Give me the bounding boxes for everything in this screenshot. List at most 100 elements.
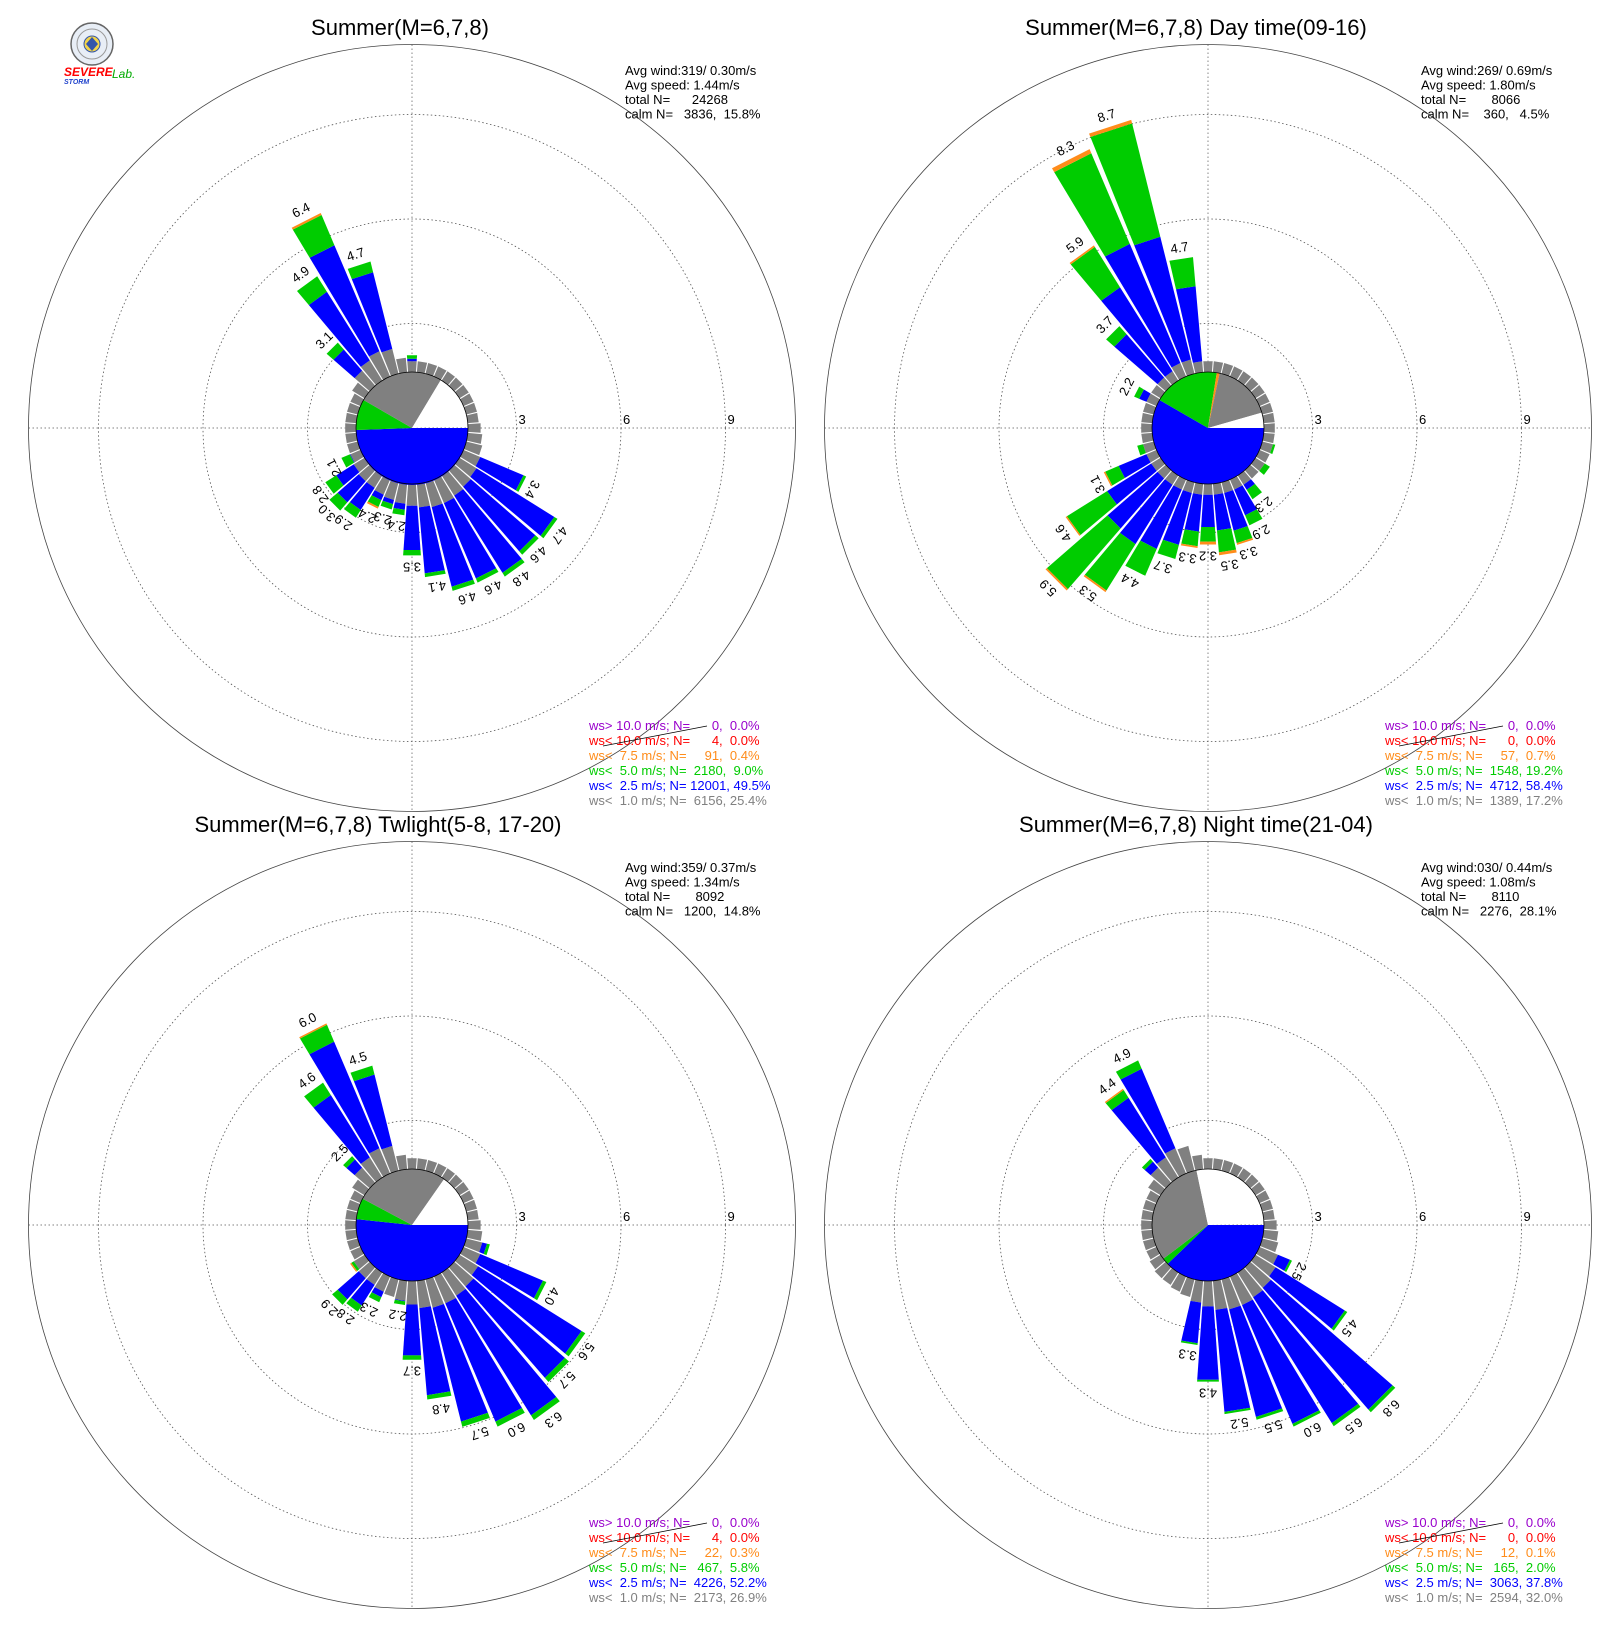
bar-segment-lt1 <box>1143 402 1157 415</box>
bar-segment-lt25 <box>1162 490 1192 545</box>
bar-segment-lt25 <box>1262 1279 1393 1410</box>
bar-segment-lt1 <box>384 1276 399 1297</box>
bar-segment-lt1 <box>1229 1273 1253 1306</box>
bar-segment-lt25 <box>443 497 497 579</box>
bar-segment-lt25 <box>1184 493 1203 532</box>
severe-storm-lab-logo: SEVERE STORM Lab. <box>64 22 135 86</box>
bar-segment-lt1 <box>1259 1199 1273 1212</box>
bar-segment-lt1 <box>1141 1220 1153 1230</box>
bar-segment-lt25 <box>454 489 522 573</box>
bar-segment-lt1 <box>1237 1168 1251 1183</box>
bar-segment-lt1 <box>466 412 479 424</box>
bar-segment-lt25 <box>351 272 393 353</box>
bar-segment-lt1 <box>1262 412 1275 424</box>
panel-title: Summer(M=6,7,8) <box>311 15 489 40</box>
bar-segment-lt1 <box>374 476 391 495</box>
legend-entry: ws> 10.0 m/s; N= 0, 0.0% <box>588 1515 760 1530</box>
bar-segment-lt5 <box>1200 527 1216 542</box>
bar-segment-lt1 <box>466 1209 479 1221</box>
bar-segment-lt5 <box>344 502 361 518</box>
bar-segment-lt5 <box>1046 515 1121 590</box>
bar-value-label: 4.1 <box>427 578 447 596</box>
bar-segment-lt5 <box>1090 123 1161 246</box>
ring-label: 3 <box>519 412 526 427</box>
bar-segment-lt1 <box>347 1199 361 1212</box>
bar-segment-lt1 <box>425 479 443 508</box>
bar-segment-lt25 <box>475 457 524 491</box>
bar-segment-lt5 <box>1137 444 1146 456</box>
bar-segment-lt1 <box>441 1168 455 1183</box>
bar-segment-lt1 <box>416 1279 431 1309</box>
bar-value-label: 4.6 <box>1052 522 1075 545</box>
bar-segment-lt5 <box>351 1261 360 1271</box>
bar-segment-lt1 <box>366 1267 383 1285</box>
bar-segment-lt25 <box>1134 236 1191 363</box>
bar-segment-lt1 <box>416 1158 428 1171</box>
bar-segment-lt25 <box>1201 494 1215 527</box>
bar-segment-lt5 <box>1233 526 1253 544</box>
bar-value-label: 2.3 <box>372 508 394 528</box>
bar-segment-lt25 <box>1224 490 1248 531</box>
bar-segment-lt5 <box>1125 540 1157 576</box>
bar-segment-lt1 <box>1250 385 1265 399</box>
stats-avg-wind: Avg wind:319/ 0.30m/s <box>625 63 757 78</box>
bar-value-label: 4.7 <box>345 244 367 264</box>
bar-value-label: 8.3 <box>1054 137 1077 159</box>
bar-segment-lt25 <box>394 1299 406 1302</box>
legend-entry: ws< 5.0 m/s; N= 467, 5.8% <box>588 1560 760 1575</box>
bar-segment-lt5 <box>502 558 525 577</box>
bar-segment-lt1 <box>394 1279 408 1301</box>
bar-segment-lt5 <box>483 1243 490 1256</box>
pie-slice-lt1 <box>1208 373 1262 428</box>
bar-segment-lt5 <box>1245 509 1263 526</box>
stats-calm: calm N= 360, 4.5% <box>1421 107 1550 122</box>
legend-entry: ws< 1.0 m/s; N= 2173, 26.9% <box>588 1590 767 1605</box>
bar-segment-lt1 <box>1170 1273 1187 1292</box>
bar-segment-lt1 <box>425 363 438 377</box>
bar-segment-lt1 <box>1156 1157 1179 1183</box>
bar-value-label: 4.4 <box>1095 1075 1118 1098</box>
bar-value-label: 5.5 <box>1263 1416 1285 1436</box>
pie-slice-lt25 <box>1152 400 1264 484</box>
bar-value-label: 5.3 <box>1076 582 1099 605</box>
bar-segment-lt5 <box>1054 153 1130 257</box>
bar-value-label: 4.5 <box>1338 1316 1361 1339</box>
stats-calm: calm N= 2276, 28.1% <box>1421 904 1557 919</box>
bar-segment-lt25 <box>475 1254 543 1299</box>
ring-label: 9 <box>1524 412 1531 427</box>
bar-segment-lt1 <box>467 1220 481 1230</box>
bar-segment-lt25 <box>407 358 417 362</box>
bar-segment-lt25 <box>1114 334 1165 385</box>
pie-outline <box>355 371 469 485</box>
bar-segment-lt25 <box>1215 1308 1251 1412</box>
bar-segment-lt1 <box>1165 1148 1187 1177</box>
bar-segment-lt5 <box>1070 246 1120 301</box>
bar-segment-lt1 <box>1141 1229 1154 1241</box>
bar-segment-lt1 <box>1256 393 1270 407</box>
pie-outline <box>1151 371 1265 485</box>
bar-segment-lt5 <box>565 1331 586 1357</box>
bar-segment-lt25 <box>349 482 375 510</box>
bar-segment-lt25 <box>1120 479 1173 545</box>
bar-segment-lt75 <box>1089 119 1133 137</box>
bar-segment-lt1 <box>1263 1220 1277 1230</box>
pie-slice-lt5 <box>356 1198 412 1225</box>
bar-segment-lt1 <box>1229 476 1243 490</box>
bar-segment-lt25 <box>309 1041 380 1154</box>
pie-slice-calm <box>412 380 468 428</box>
legend-entry: ws< 2.5 m/s; N= 3063, 37.8% <box>1384 1575 1563 1590</box>
bar-segment-lt25 <box>393 502 406 510</box>
bar-segment-lt5 <box>461 1412 490 1427</box>
bar-segment-lt1 <box>1148 1179 1166 1196</box>
bar-segment-lt1 <box>466 1229 483 1241</box>
bar-segment-lt5 <box>1181 529 1199 547</box>
logo-text-severe: SEVERE <box>64 65 114 79</box>
bar-segment-lt1 <box>407 361 417 373</box>
bar-segment-lt25 <box>1213 493 1232 531</box>
bar-segment-lt1 <box>454 385 469 399</box>
bar-segment-lt1 <box>460 449 481 467</box>
bar-value-label: 5.2 <box>1229 1415 1249 1433</box>
stats-avg-speed: Avg speed: 1.08m/s <box>1421 875 1536 890</box>
bar-segment-lt1 <box>1180 1276 1195 1297</box>
